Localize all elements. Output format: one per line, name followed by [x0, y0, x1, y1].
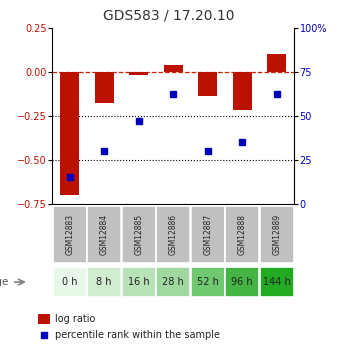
Bar [233, 72, 252, 110]
Bar [260, 206, 294, 263]
Text: 16 h: 16 h [128, 277, 149, 287]
Text: GSM12885: GSM12885 [134, 214, 143, 255]
Bar [122, 267, 155, 297]
Text: GSM12883: GSM12883 [65, 214, 74, 255]
Text: GSM12886: GSM12886 [169, 214, 178, 255]
Bar [156, 267, 190, 297]
Text: log ratio: log ratio [55, 314, 95, 324]
Bar [87, 206, 121, 263]
Text: 28 h: 28 h [162, 277, 184, 287]
Text: GSM12887: GSM12887 [203, 214, 212, 255]
Bar [164, 65, 183, 72]
Bar [38, 314, 50, 324]
Bar [225, 267, 259, 297]
Bar [156, 206, 190, 263]
Bar [122, 206, 155, 263]
Text: GDS583 / 17.20.10: GDS583 / 17.20.10 [103, 9, 235, 23]
Bar [53, 206, 87, 263]
Bar [267, 54, 286, 72]
Text: 0 h: 0 h [62, 277, 77, 287]
Text: GSM12889: GSM12889 [272, 214, 281, 255]
Bar [129, 72, 148, 75]
Text: GSM12888: GSM12888 [238, 214, 247, 255]
Bar [191, 267, 225, 297]
Bar [198, 72, 217, 96]
Text: 8 h: 8 h [96, 277, 112, 287]
Bar [225, 206, 259, 263]
Text: 144 h: 144 h [263, 277, 291, 287]
Text: percentile rank within the sample: percentile rank within the sample [55, 330, 220, 340]
Bar [191, 206, 225, 263]
Text: 96 h: 96 h [232, 277, 253, 287]
Bar [53, 267, 87, 297]
Bar [87, 267, 121, 297]
Text: GSM12884: GSM12884 [100, 214, 109, 255]
Bar [95, 72, 114, 103]
Bar [60, 72, 79, 195]
Text: age: age [0, 277, 8, 287]
Text: 52 h: 52 h [197, 277, 219, 287]
Bar [260, 267, 294, 297]
